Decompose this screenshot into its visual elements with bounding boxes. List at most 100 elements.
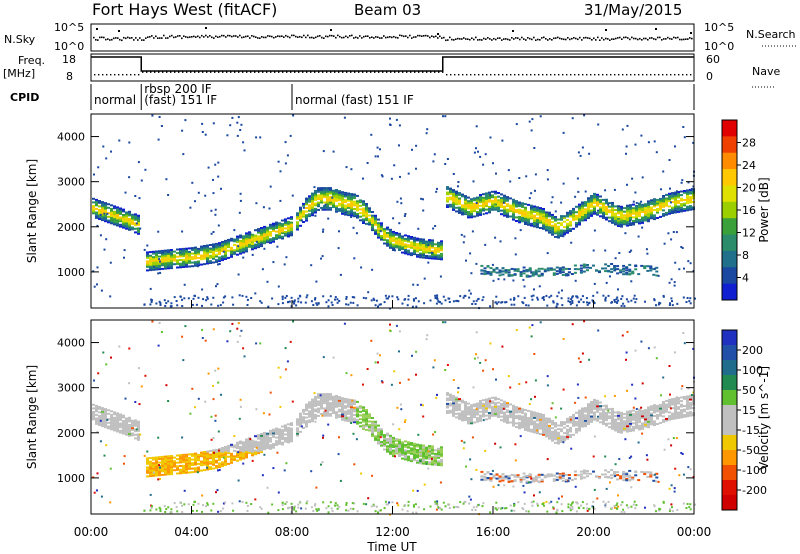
power-cell [227, 246, 230, 249]
power-cell [345, 166, 348, 169]
velocity-cell [335, 414, 338, 417]
velocity-cell [584, 425, 587, 428]
power-cell [477, 150, 479, 153]
power-cell [305, 217, 308, 220]
power-cell [560, 218, 563, 221]
power-cell [217, 304, 220, 307]
power-cell [146, 262, 149, 265]
power-cell [350, 203, 353, 206]
velocity-cell [590, 404, 593, 407]
power-cell [509, 197, 512, 200]
velocity-cell [551, 419, 554, 422]
y-tick-label: 4000 [57, 131, 85, 144]
velocity-cell [521, 408, 524, 411]
velocity-cell [113, 411, 116, 414]
power-cell [419, 256, 422, 259]
velocity-cell [470, 404, 473, 407]
power-cell [479, 199, 482, 202]
velocity-cell [542, 433, 545, 436]
velocity-cell [311, 414, 314, 417]
power-cell [263, 238, 266, 241]
nave-point [630, 74, 632, 76]
velocity-cell [305, 405, 308, 408]
power-cell [620, 304, 623, 307]
nave-point [142, 71, 144, 73]
power-cell [668, 192, 671, 195]
power-cell [476, 196, 479, 199]
power-cell [548, 227, 551, 230]
power-cell [458, 206, 461, 209]
power-cell [552, 273, 556, 276]
velocity-cell [605, 406, 608, 409]
velocity-cell [389, 447, 392, 450]
velocity-cell [260, 445, 263, 448]
power-cell [324, 203, 327, 206]
nave-point [542, 74, 544, 76]
power-cell [536, 220, 539, 223]
power-cell [569, 224, 572, 227]
velocity-cell [170, 473, 173, 476]
power-cell [434, 250, 437, 253]
power-cell [377, 227, 380, 230]
power-cell [399, 197, 402, 200]
velocity-cell [266, 438, 269, 441]
velocity-cell [476, 413, 479, 416]
power-cell [188, 261, 191, 264]
power-cell [135, 222, 138, 225]
power-cell [329, 187, 332, 190]
nsky-point [645, 37, 647, 40]
power-cell [152, 250, 155, 253]
power-cell [473, 210, 476, 213]
velocity-cell [578, 422, 581, 425]
power-cell [485, 197, 488, 200]
power-cell [680, 181, 683, 184]
power-cell [604, 249, 607, 252]
power-cell [632, 223, 635, 226]
velocity-cell [476, 420, 479, 423]
power-cell [616, 265, 620, 268]
power-cell [551, 221, 554, 224]
power-cell [413, 236, 416, 239]
power-cell [167, 254, 170, 257]
velocity-cell [575, 424, 578, 427]
velocity-cell [593, 406, 596, 409]
power-cell [542, 222, 545, 225]
velocity-cell [542, 421, 545, 424]
power-cell [554, 217, 557, 220]
velocity-cell [428, 455, 431, 458]
velocity-cell [227, 448, 230, 451]
power-cell [284, 234, 287, 237]
power-cell [602, 207, 605, 210]
velocity-cell [182, 468, 185, 471]
power-cell [104, 203, 107, 206]
velocity-cell [560, 440, 563, 443]
velocity-cell [578, 409, 581, 412]
power-cell [212, 122, 215, 125]
power-cell [549, 267, 553, 270]
nsky-point [213, 37, 215, 39]
power-cell [485, 212, 488, 215]
power-cell [665, 202, 668, 205]
power-cell [630, 249, 633, 252]
power-cell [350, 200, 353, 203]
power-cell [548, 218, 551, 221]
velocity-cell [185, 459, 188, 462]
power-cell [611, 201, 614, 204]
power-cell [518, 208, 521, 211]
power-cell [485, 192, 488, 195]
velocity-cell [236, 443, 239, 446]
power-cell [507, 169, 510, 172]
power-cell [215, 260, 218, 263]
velocity-cell [509, 410, 512, 413]
velocity-cell [512, 410, 515, 413]
power-cell [506, 199, 509, 202]
power-cell [489, 305, 492, 308]
power-cell [404, 247, 407, 249]
power-cell [497, 202, 500, 205]
velocity-cell [275, 433, 278, 435]
power-cell [530, 211, 533, 214]
velocity-cell [350, 409, 353, 412]
power-cell [422, 242, 425, 245]
power-cell [179, 259, 182, 261]
velocity-cell [386, 445, 389, 448]
